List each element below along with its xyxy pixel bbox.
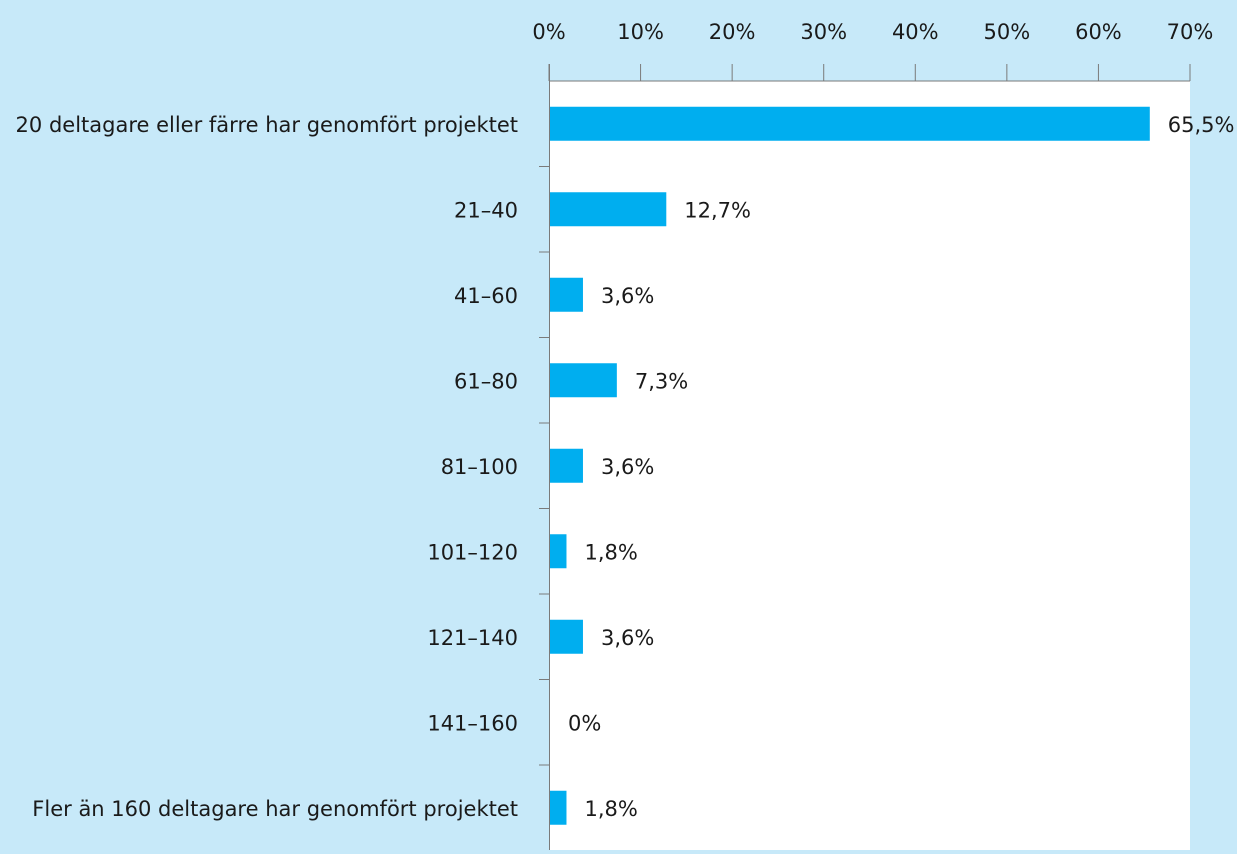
- category-label: 81–100: [441, 455, 518, 479]
- data-label: 1,8%: [584, 797, 637, 821]
- x-tick-label: 0%: [532, 20, 565, 44]
- x-tick-label: 40%: [892, 20, 939, 44]
- data-label: 3,6%: [601, 284, 654, 308]
- category-label: Fler än 160 deltagare har genomfört proj…: [32, 797, 518, 821]
- x-tick-label: 10%: [617, 20, 664, 44]
- bar: [550, 106, 1150, 141]
- category-label: 121–140: [427, 626, 518, 650]
- data-label: 3,6%: [601, 626, 654, 650]
- bar: [550, 790, 567, 825]
- x-tick-label: 60%: [1075, 20, 1122, 44]
- category-label: 141–160: [427, 711, 518, 735]
- x-tick-label: 70%: [1167, 20, 1214, 44]
- data-label: 3,6%: [601, 455, 654, 479]
- x-tick-label: 20%: [709, 20, 756, 44]
- bar: [550, 534, 567, 569]
- data-label: 65,5%: [1168, 113, 1235, 137]
- data-label: 7,3%: [635, 369, 688, 393]
- x-tick-label: 50%: [984, 20, 1031, 44]
- category-label: 20 deltagare eller färre har genomfört p…: [16, 113, 518, 137]
- bar: [550, 192, 667, 227]
- data-label: 12,7%: [684, 198, 751, 222]
- data-label: 0%: [568, 711, 601, 735]
- category-label: 41–60: [454, 284, 518, 308]
- bar: [550, 619, 583, 654]
- data-label: 1,8%: [584, 540, 637, 564]
- category-label: 101–120: [427, 540, 518, 564]
- x-tick-label: 30%: [800, 20, 847, 44]
- bar: [550, 363, 617, 398]
- bar: [550, 448, 583, 483]
- category-label: 61–80: [454, 369, 518, 393]
- category-label: 21–40: [454, 198, 518, 222]
- bar: [550, 277, 583, 312]
